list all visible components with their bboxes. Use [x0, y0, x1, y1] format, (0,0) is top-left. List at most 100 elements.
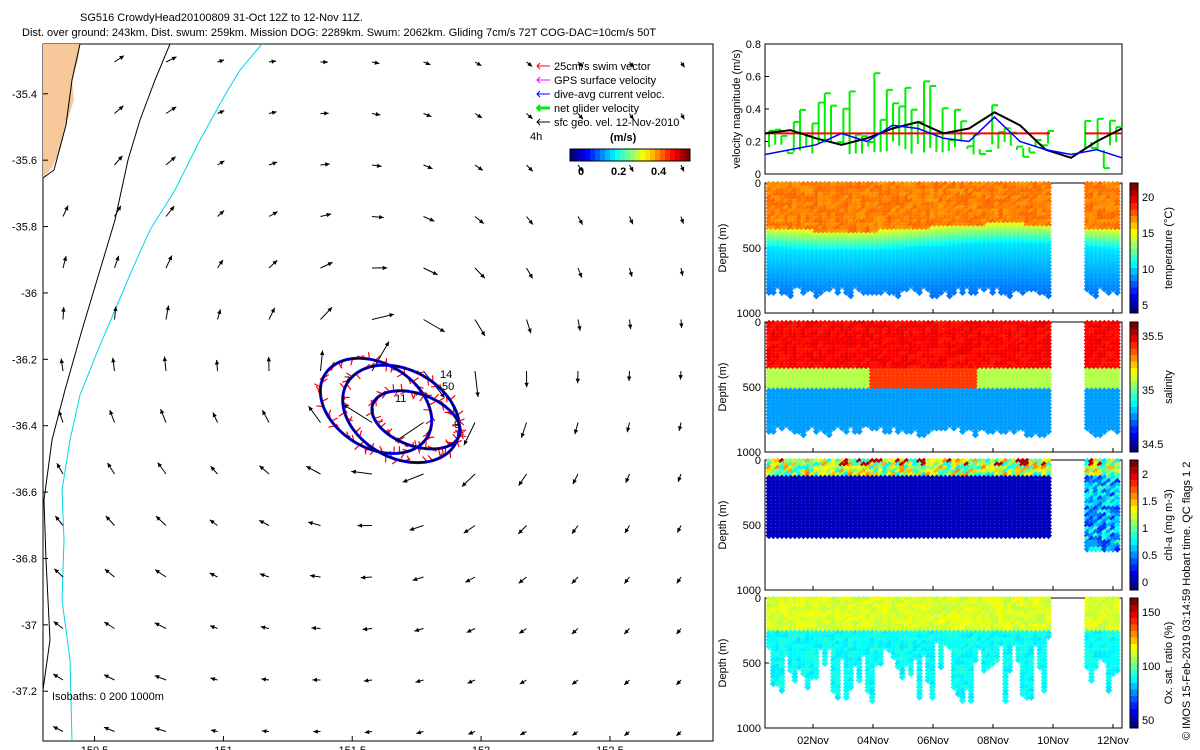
vector-arrowhead	[116, 205, 121, 211]
vector-arrowhead	[520, 730, 526, 735]
legend-geo: sfc geo. vel. 12-Nov-2010	[554, 117, 679, 129]
profile-colorbar-cell	[1130, 202, 1138, 210]
vector-arrowhead	[520, 432, 525, 438]
vector-arrowhead	[402, 478, 408, 483]
profile-colorbar-cell	[1130, 189, 1138, 197]
vector-arrowhead	[210, 677, 216, 682]
vector-arrowhead	[160, 409, 165, 415]
vector-arrowhead	[468, 730, 474, 735]
vector-arrowhead	[157, 462, 163, 468]
profile-colorbar-cell	[1130, 287, 1138, 294]
vector-arrowhead	[629, 114, 634, 120]
dive-label-9: 9	[454, 419, 460, 431]
map-colorbar-cell	[575, 149, 580, 161]
map-cbar-tick-2: 0.4	[651, 166, 667, 178]
vector-arrowhead	[518, 578, 524, 584]
profile-colorbar-cell	[1130, 241, 1138, 249]
vector-arrowhead	[624, 528, 630, 534]
land-patch	[43, 44, 80, 178]
vector-arrowhead	[327, 307, 333, 313]
vector-arrowhead	[412, 576, 418, 582]
vector-arrowhead	[219, 59, 225, 64]
vector-arrowhead	[165, 305, 170, 311]
vector-arrowhead	[107, 462, 112, 468]
profile-colorbar-cell	[1130, 280, 1138, 288]
vector-arrowhead	[306, 466, 312, 471]
vector-arrowhead	[679, 218, 685, 224]
map-y-tick-label: -37.2	[12, 686, 37, 698]
profile-colorbar-cell	[1130, 222, 1138, 229]
vector-arrowhead	[374, 60, 380, 65]
profile-colorbar-cell	[1130, 196, 1138, 203]
vector-arrowhead	[676, 629, 682, 635]
vector-arrowhead	[578, 114, 583, 120]
map-colorbar-cell	[685, 149, 690, 161]
profile-colorbar-cell	[1130, 209, 1138, 216]
map-y-tick-label: -35.4	[12, 89, 37, 101]
legend-gps: GPS surface velocity	[554, 75, 657, 87]
map-colorbar-cell	[595, 149, 600, 161]
vector-arrowhead	[676, 731, 682, 736]
vector-arrowhead	[171, 56, 177, 61]
vector-arrowhead	[416, 730, 422, 735]
map-colorbar-cell	[680, 149, 685, 161]
profile-y-tick-label: 500	[743, 382, 761, 394]
vector-arrowhead	[627, 376, 632, 381]
profile-colorbar-cell	[1130, 274, 1138, 281]
vector-arrowhead	[212, 412, 217, 418]
vector-arrowhead	[260, 625, 266, 630]
profile-colorbar-cell	[1130, 183, 1138, 190]
map-colorbar-cell	[630, 149, 635, 161]
vector-arrowhead	[527, 62, 533, 67]
vector-arrowhead	[518, 529, 523, 534]
vector-arrowhead	[680, 62, 685, 68]
vector-arrowhead	[319, 350, 325, 356]
vector-arrowhead	[261, 729, 267, 734]
vector-arrowhead	[478, 219, 484, 224]
vector-arrowhead	[259, 465, 265, 471]
vector-arrowhead	[519, 629, 525, 634]
vector-arrowhead	[104, 621, 110, 627]
vector-arrowhead	[466, 628, 472, 633]
vector-arrowhead	[577, 325, 582, 331]
legend-dac: dive-avg current veloc.	[554, 89, 665, 101]
vector-arrowhead	[169, 206, 175, 211]
vector-arrowhead	[266, 356, 271, 362]
map-x-tick-label: 151	[214, 745, 232, 750]
vector-arrowhead	[528, 273, 533, 279]
vector-arrowhead	[117, 155, 123, 161]
vector-arrowhead	[572, 479, 577, 485]
vector-arrowhead	[218, 259, 223, 265]
vector-arrowhead	[480, 273, 485, 279]
map-colorbar-cell	[605, 149, 610, 161]
vector-arrowhead	[518, 480, 523, 486]
map-y-tick-label: -37	[21, 620, 37, 632]
map-x-tick-label: 152.5	[596, 745, 624, 750]
vector-arrowhead	[679, 323, 684, 328]
vector-arrowhead	[55, 515, 60, 521]
vector-arrowhead	[678, 426, 683, 431]
vector-arrowhead	[115, 255, 120, 261]
vector-arrowhead	[415, 678, 421, 684]
vector-arrowhead	[524, 382, 529, 388]
vector-arrowhead	[312, 677, 317, 683]
vector-arrowhead	[59, 358, 64, 364]
vector-arrowhead	[425, 61, 431, 66]
vector-arrowhead	[578, 62, 583, 67]
profile-colorbar-label: temperature (°C)	[1163, 207, 1175, 289]
map-colorbar-cell	[600, 149, 605, 161]
vector-arrow	[394, 422, 424, 442]
vector-arrowhead	[414, 627, 420, 632]
vector-arrowhead	[476, 61, 482, 66]
map-colorbar-cell	[655, 149, 660, 161]
vector-arrowhead	[217, 309, 222, 315]
profile-colorbar-cell	[1130, 306, 1138, 314]
vector-arrowhead	[676, 578, 682, 584]
vector-arrowhead	[210, 728, 216, 734]
vector-arrowhead	[271, 59, 277, 64]
map-colorbar-cell	[580, 149, 585, 161]
dive-label-11: 11	[395, 393, 406, 405]
vector-arrowhead	[171, 106, 177, 112]
